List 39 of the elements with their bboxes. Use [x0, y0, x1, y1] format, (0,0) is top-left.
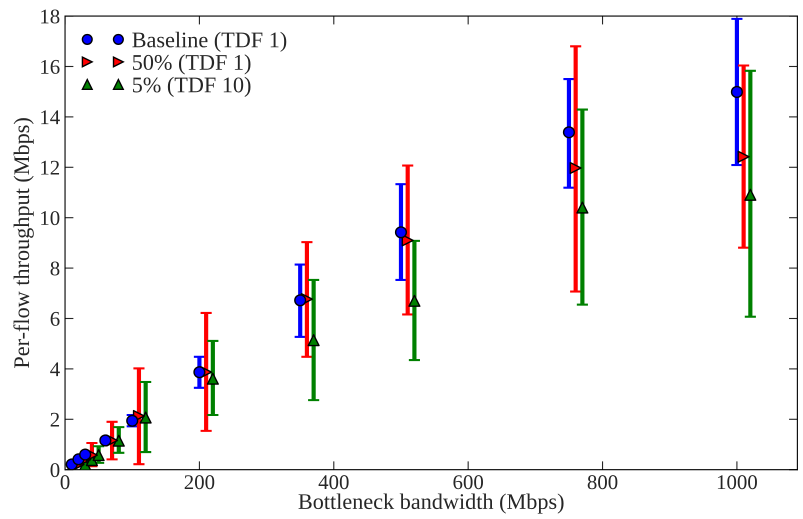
y-tick-label: 4 — [50, 362, 60, 376]
legend-label: Baseline (TDF 1) — [132, 32, 286, 52]
point — [294, 294, 306, 306]
point — [140, 411, 152, 424]
y-tick-label: 16 — [41, 60, 60, 74]
point — [576, 202, 588, 214]
x-tick-label: 0 — [60, 475, 70, 490]
point — [570, 162, 582, 174]
x-tick-label: 600 — [453, 475, 483, 490]
point — [394, 226, 408, 238]
point — [562, 126, 576, 138]
point — [402, 234, 414, 246]
x-axis-title: Bottleneck bandwidth (Mbps) — [298, 493, 564, 514]
point — [193, 366, 206, 378]
legend-label: 50% (TDF 1) — [133, 54, 250, 74]
y-tick-label: 12 — [41, 160, 60, 175]
point — [730, 86, 743, 98]
y-tick-label: 8 — [50, 261, 60, 276]
point — [206, 372, 219, 385]
x-tick-label: 400 — [318, 475, 349, 490]
x-tick-label: 200 — [184, 475, 214, 490]
y-tick-label: 18 — [41, 9, 60, 24]
point — [79, 448, 92, 461]
y-tick-label: 10 — [41, 211, 60, 226]
point — [308, 334, 320, 346]
point — [99, 434, 112, 447]
y-tick-label: 0 — [50, 463, 60, 478]
x-tick-label: 800 — [588, 475, 618, 490]
y-axis-title: Per-flow throughput (Mbps) — [13, 118, 34, 368]
point — [92, 449, 105, 462]
y-tick-label: 14 — [41, 110, 60, 124]
point — [408, 294, 420, 307]
legend-label: 5% (TDF 10) — [133, 76, 250, 97]
point — [744, 188, 756, 201]
point — [738, 150, 750, 163]
y-tick-label: 2 — [50, 412, 60, 427]
y-tick-label: 6 — [50, 312, 60, 326]
x-tick-label: 1000 — [718, 475, 757, 490]
point — [112, 434, 125, 447]
